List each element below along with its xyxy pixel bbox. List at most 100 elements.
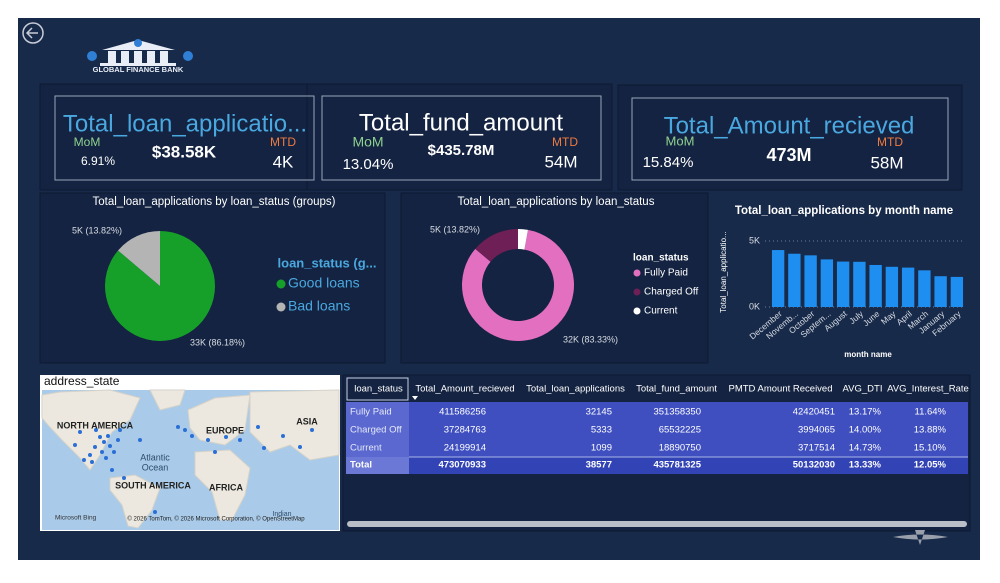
map-point: [206, 438, 210, 442]
data-label: 5K (13.82%): [430, 224, 480, 234]
legend-label: Fully Paid: [644, 268, 688, 279]
map-point: [73, 443, 77, 447]
legend-label: Current: [644, 306, 678, 317]
chart-title: Total_loan_applications by loan_status (…: [93, 196, 336, 208]
table-total-row: [346, 457, 968, 474]
total-cell: 435781325: [653, 460, 701, 471]
legend-title: loan_status (g...: [278, 255, 377, 270]
kpi-mom-label: MoM: [74, 135, 101, 149]
kpi-mom-label: MoM: [352, 134, 383, 150]
map-attribution: Microsoft Bing: [55, 515, 97, 522]
landmass: [249, 389, 340, 461]
map-point: [93, 445, 97, 449]
table-cell: 11.64%: [914, 407, 946, 418]
column-header: Total_Amount_recieved: [415, 384, 514, 395]
map-point: [98, 435, 102, 439]
table-cell: 14.73%: [849, 443, 882, 454]
kpi-frames: [54, 95, 949, 181]
map-point: [138, 438, 142, 442]
table-cell: 1099: [591, 443, 612, 454]
map-point: [88, 453, 92, 457]
map-point: [281, 434, 285, 438]
kpi-value: $435.78M: [428, 142, 495, 159]
bar: [771, 250, 785, 307]
table-cell: 37284763: [444, 425, 486, 436]
table-cell: 24199914: [444, 443, 486, 454]
map-point: [183, 428, 187, 432]
header-cell-frame: [346, 377, 409, 401]
data-label: 33K (86.18%): [190, 337, 245, 347]
kpi-mtd-label: MTD: [270, 135, 296, 149]
landmass: [41, 389, 141, 471]
kpi-title: Total_loan_applicatio...: [63, 110, 307, 137]
map-point: [190, 434, 194, 438]
row-header-col: [346, 457, 409, 474]
column-header: Total_fund_amount: [636, 384, 717, 395]
bar: [804, 255, 817, 307]
map-label: ASIA: [296, 416, 318, 426]
table-cell: 411586256: [439, 407, 486, 418]
table-cell: 65532225: [659, 425, 701, 436]
map-label: Ocean: [142, 462, 169, 472]
table-cell: Charged Off: [350, 425, 402, 436]
chart-title: Total_loan_applications by loan_status: [458, 196, 655, 208]
map-label: Atlantic: [140, 452, 170, 462]
map-label: SOUTH AMERICA: [115, 480, 191, 490]
legend-swatch: [276, 279, 286, 289]
slice: [461, 229, 574, 341]
kpi-value: 473M: [766, 145, 811, 165]
map-point: [110, 468, 114, 472]
kpi-mom: 15.84%: [643, 154, 694, 171]
map: [41, 389, 340, 530]
table-cell: 13.88%: [914, 425, 947, 436]
y-tick-label: 0K: [749, 301, 760, 311]
kpi-mom: 6.91%: [81, 154, 115, 168]
legend-swatch: [633, 269, 641, 277]
back-button[interactable]: [22, 22, 44, 44]
scrollbar[interactable]: [347, 521, 967, 527]
table-cell: 3717514: [798, 443, 835, 454]
bar: [950, 276, 964, 307]
bar: [918, 270, 931, 307]
bar: [788, 253, 801, 307]
bar: [885, 266, 899, 307]
column-header: AVG_DTI: [843, 384, 883, 395]
bar: [901, 267, 915, 307]
bar: [869, 264, 882, 307]
x-axis-title: month name: [844, 350, 892, 359]
map-point: [116, 438, 120, 442]
table-cell: 5333: [591, 425, 612, 436]
map-point: [108, 444, 112, 448]
y-tick-label: 5K: [749, 235, 760, 245]
legend-label: Good loans: [288, 275, 360, 291]
map-point: [310, 428, 314, 432]
map-point: [238, 438, 242, 442]
table-cell: 14.00%: [849, 425, 882, 436]
map-point: [118, 428, 122, 432]
legend-label: Charged Off: [644, 287, 699, 298]
map-copyright: © 2026 TomTom, © 2026 Microsoft Corporat…: [127, 516, 305, 523]
table-cell: 13.17%: [849, 407, 882, 418]
total-cell: 12.05%: [914, 460, 947, 471]
table-cell: 18890750: [659, 443, 701, 454]
kpi-title: Total_fund_amount: [359, 109, 563, 136]
bar: [820, 259, 834, 307]
landmass: [149, 389, 186, 411]
kpi-mtd: 4K: [273, 152, 294, 171]
decoration: [893, 530, 948, 545]
map-title: address_state: [44, 374, 120, 388]
logo-text: GLOBAL FINANCE BANK: [93, 65, 184, 74]
map-point: [224, 435, 228, 439]
bar: [934, 276, 947, 307]
kpi-mom: 13.04%: [343, 156, 394, 173]
map-label: Indian: [272, 511, 291, 518]
slice: [118, 231, 160, 286]
data-label: 32K (83.33%): [563, 334, 618, 344]
column-header: loan_status: [354, 384, 403, 395]
legend-swatch: [276, 302, 286, 312]
chart-title: Total_loan_applications by month name: [735, 205, 953, 217]
logo: [87, 39, 193, 66]
total-cell: 13.33%: [849, 460, 882, 471]
kpi-mtd: 58M: [870, 153, 903, 172]
